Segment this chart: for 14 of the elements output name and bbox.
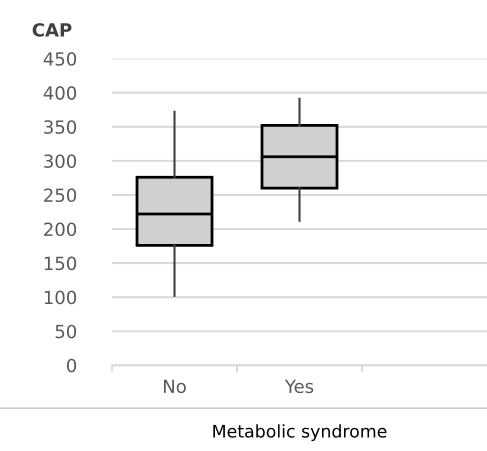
x-axis-title: Metabolic syndrome xyxy=(213,424,386,442)
y-tick-label: 350 xyxy=(44,120,76,134)
x-tick-label: Yes xyxy=(284,380,314,394)
y-tick-label: 250 xyxy=(44,188,76,202)
y-tick-label: 200 xyxy=(44,222,76,236)
y-tick-label: 400 xyxy=(44,86,76,100)
y-tick-label: 50 xyxy=(56,324,76,338)
y-axis-title: CAP xyxy=(32,23,72,37)
y-tick-label: 100 xyxy=(44,290,76,304)
y-tick-label: 300 xyxy=(44,154,76,168)
x-tick-label: No xyxy=(164,380,186,394)
y-tick-label: 150 xyxy=(44,256,76,270)
y-tick-label: 450 xyxy=(44,52,76,66)
y-tick-label: 0 xyxy=(66,358,76,372)
